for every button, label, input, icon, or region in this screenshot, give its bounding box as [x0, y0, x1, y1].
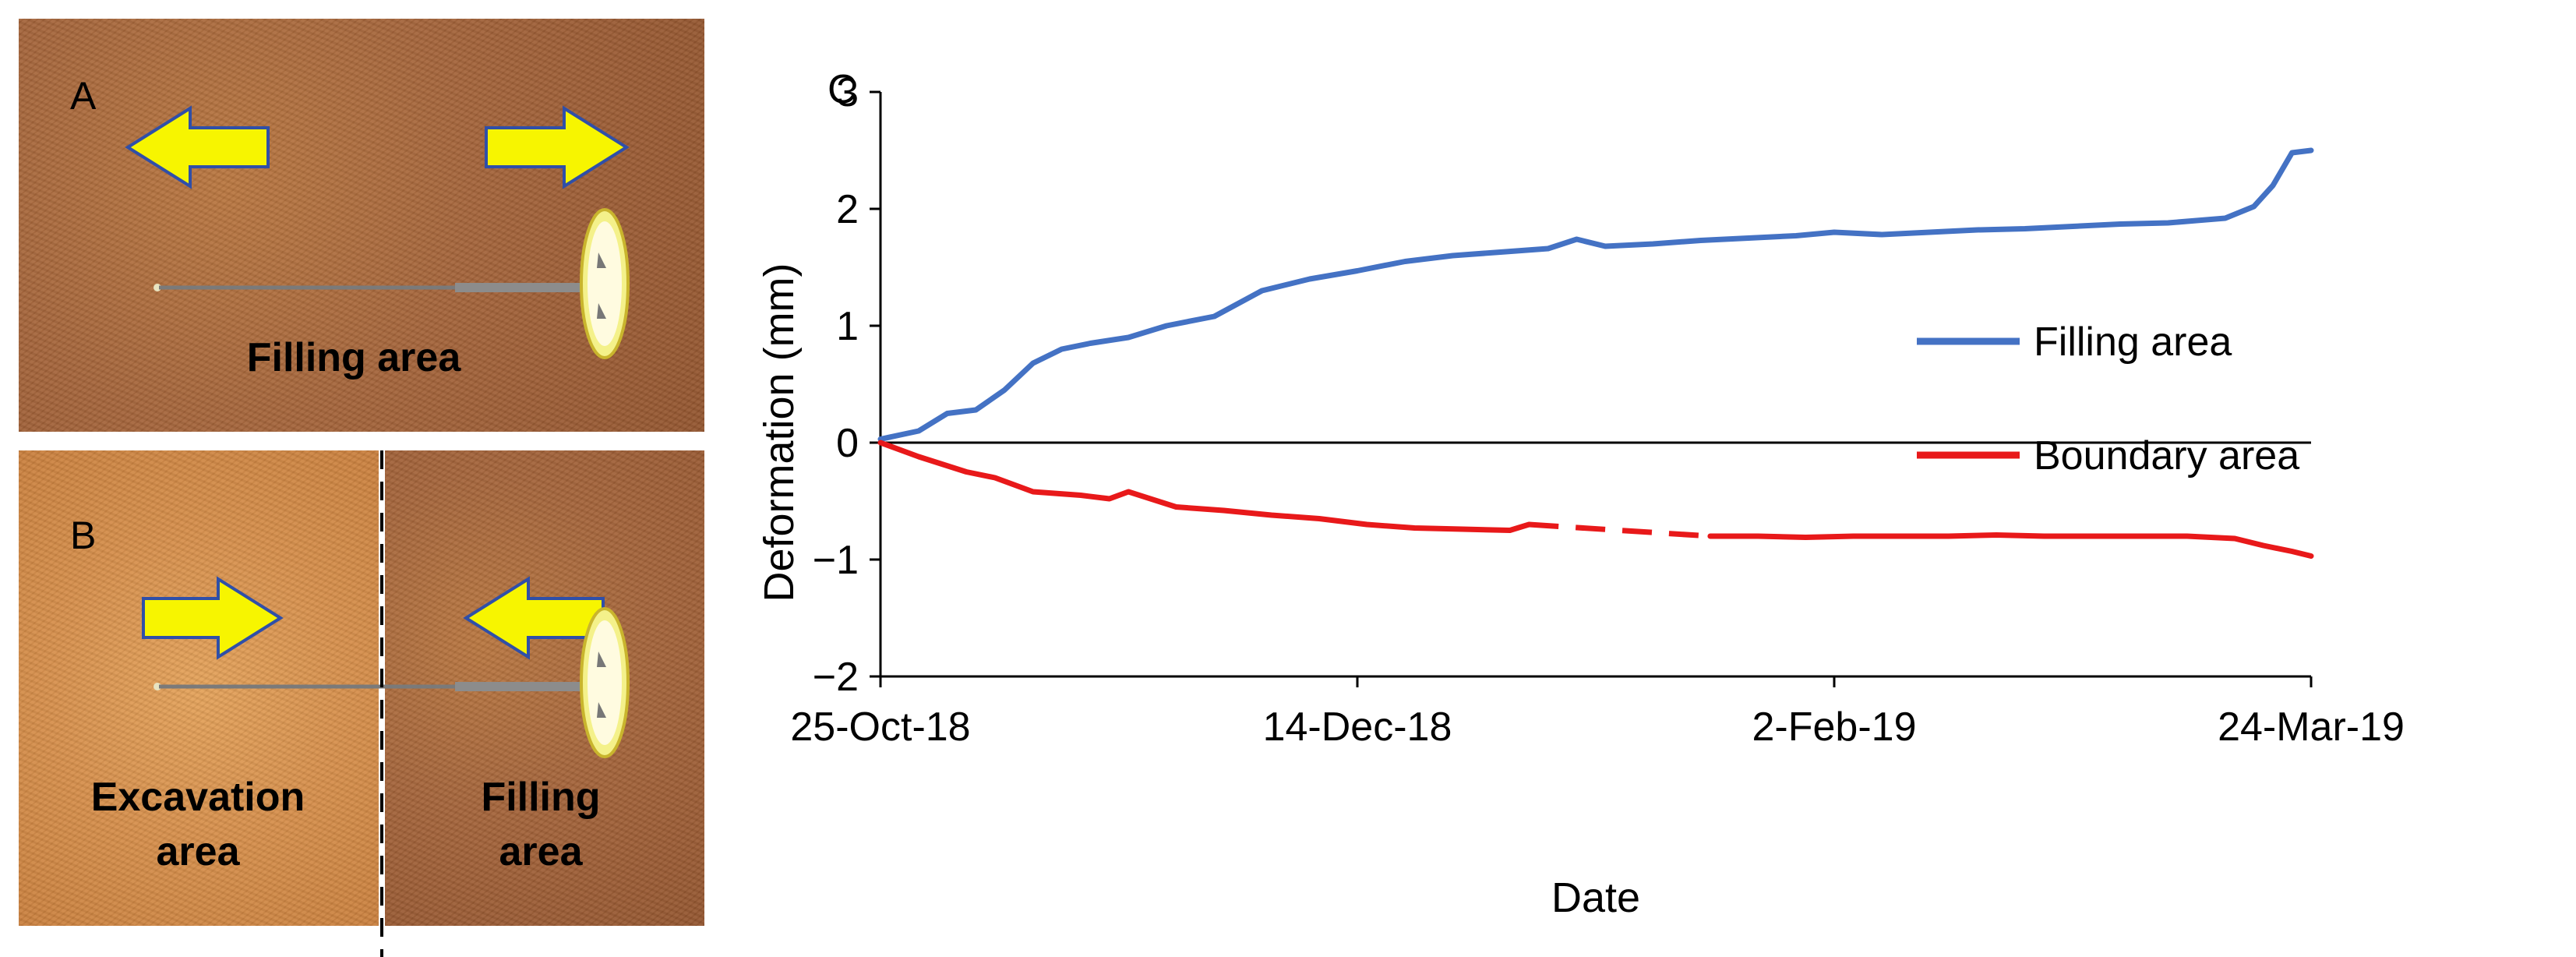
displacement-sensor-icon: [154, 208, 630, 359]
boundary-area-line: [1707, 532, 2314, 559]
x-tick-label: 25-Oct-18: [790, 705, 970, 750]
boundary-divider-line: [380, 450, 383, 957]
panel-b-filling-label: Filling area: [481, 775, 601, 875]
chart-legend: Filling area Boundary area: [1917, 320, 2299, 478]
panel-c-letter: C: [827, 67, 857, 112]
arrow-right-icon: [142, 576, 284, 660]
boundary-area-line-dashed: [1529, 521, 1711, 539]
filling-area-line: [877, 147, 2314, 442]
x-tick-label: 24-Mar-19: [2218, 705, 2405, 750]
boundary-area-line: [877, 440, 1532, 533]
panel-b-graphics: [142, 576, 630, 758]
chart-series: [877, 147, 2314, 559]
chart-axes: −2 −1 0 1 2 3 25-Oct-18 14-Dec-18 2-Feb-19 24-Mar…: [790, 70, 2405, 750]
legend-label: Boundary area: [2034, 433, 2299, 478]
legend-label: Filling area: [2034, 320, 2232, 365]
arrow-left-icon: [463, 576, 605, 660]
x-tick-label: 2-Feb-19: [1752, 705, 1917, 750]
panel-b-letter: B: [70, 514, 97, 557]
panel-a-letter: A: [70, 74, 97, 118]
x-axis-title: Date: [1551, 874, 1640, 921]
x-tick-label: 14-Dec-18: [1263, 705, 1452, 750]
panel-b-photo: B Excavation area Filling area: [19, 450, 704, 926]
arrow-left-icon: [125, 105, 270, 189]
y-axis-title: Deformation (mm): [756, 263, 803, 602]
panel-a-area-label: Filling area: [246, 335, 461, 380]
panel-a-graphics: [125, 105, 630, 359]
y-tick-label: 0: [836, 421, 859, 466]
y-tick-label: 2: [836, 187, 859, 232]
y-tick-label: 1: [836, 304, 859, 349]
panel-b-excavation-label: Excavation area: [90, 775, 305, 875]
panel-a-photo: A Filling area: [19, 19, 704, 432]
deformation-chart: C −2 −1 0 1 2 3 25-Oct-18 14-Dec-18 2-Feb-19 24-M…: [756, 67, 2405, 921]
y-tick-label: 3: [836, 70, 859, 115]
y-tick-label: −1: [813, 538, 859, 583]
arrow-right-icon: [485, 105, 630, 189]
displacement-sensor-icon: [154, 607, 630, 758]
y-tick-label: −2: [813, 655, 859, 700]
